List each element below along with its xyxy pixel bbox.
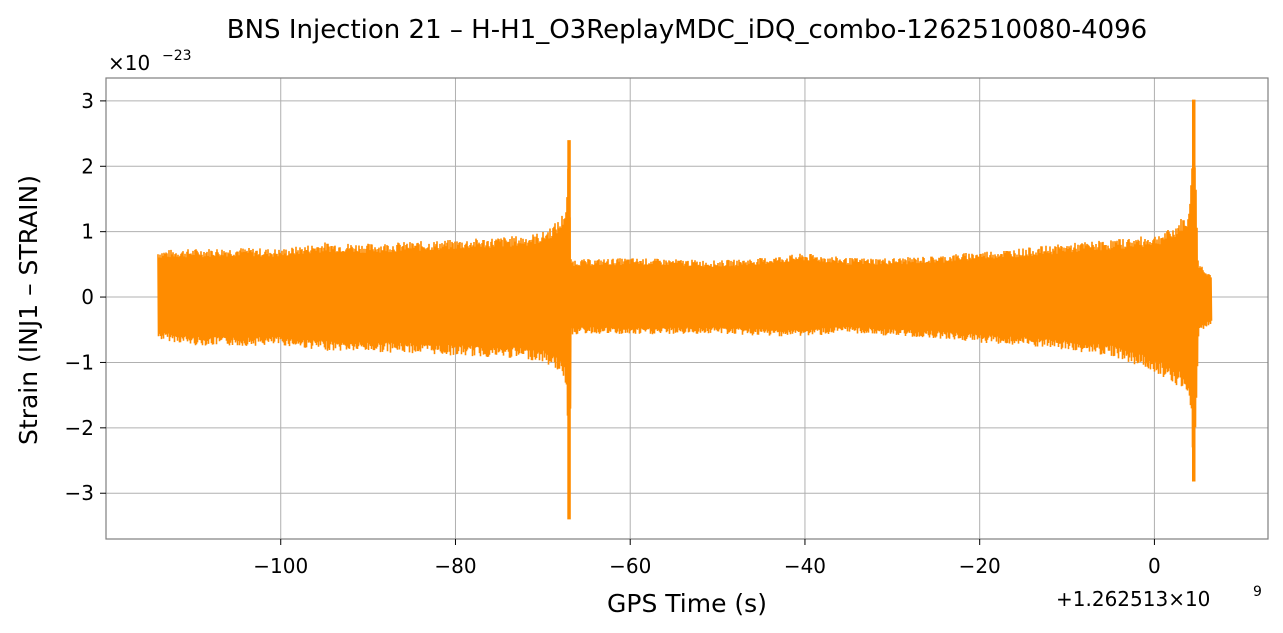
y-multiplier: ×10 −23 (108, 48, 192, 75)
y-tick-label: −2 (65, 416, 94, 440)
x-tick-label: −20 (959, 554, 1001, 578)
chart-title: BNS Injection 21 – H-H1_O3ReplayMDC_iDQ_… (227, 15, 1147, 45)
y-tick-label: 2 (81, 154, 94, 178)
y-axis-ticks: −3 −2 −1 0 1 2 3 (65, 89, 106, 505)
x-tick-label: 0 (1148, 554, 1161, 578)
x-axis-label: GPS Time (s) (607, 589, 767, 618)
x-offset-exponent: 9 (1253, 584, 1262, 600)
y-tick-label: −1 (65, 350, 94, 374)
x-tick-label: −80 (434, 554, 476, 578)
series-layer (157, 99, 1213, 520)
y-tick-label: 3 (81, 89, 94, 113)
x-axis-ticks: −100 −80 −60 −40 −20 0 (253, 539, 1161, 578)
x-tick-label: −60 (609, 554, 651, 578)
x-tick-label: −40 (784, 554, 826, 578)
x-tick-label: −100 (253, 554, 308, 578)
strain-series-line (157, 114, 1213, 508)
y-multiplier-exponent: −23 (162, 48, 192, 64)
y-tick-label: 1 (81, 220, 94, 244)
plot-frame (105, 77, 1269, 540)
y-multiplier-base: ×10 (108, 51, 150, 75)
y-tick-label: −3 (65, 481, 94, 505)
x-offset: +1.262513×10 9 (1056, 584, 1262, 611)
y-axis-label: Strain (INJ1 – STRAIN) (14, 175, 43, 445)
y-tick-label: 0 (81, 285, 94, 309)
x-offset-base: +1.262513×10 (1056, 587, 1210, 611)
